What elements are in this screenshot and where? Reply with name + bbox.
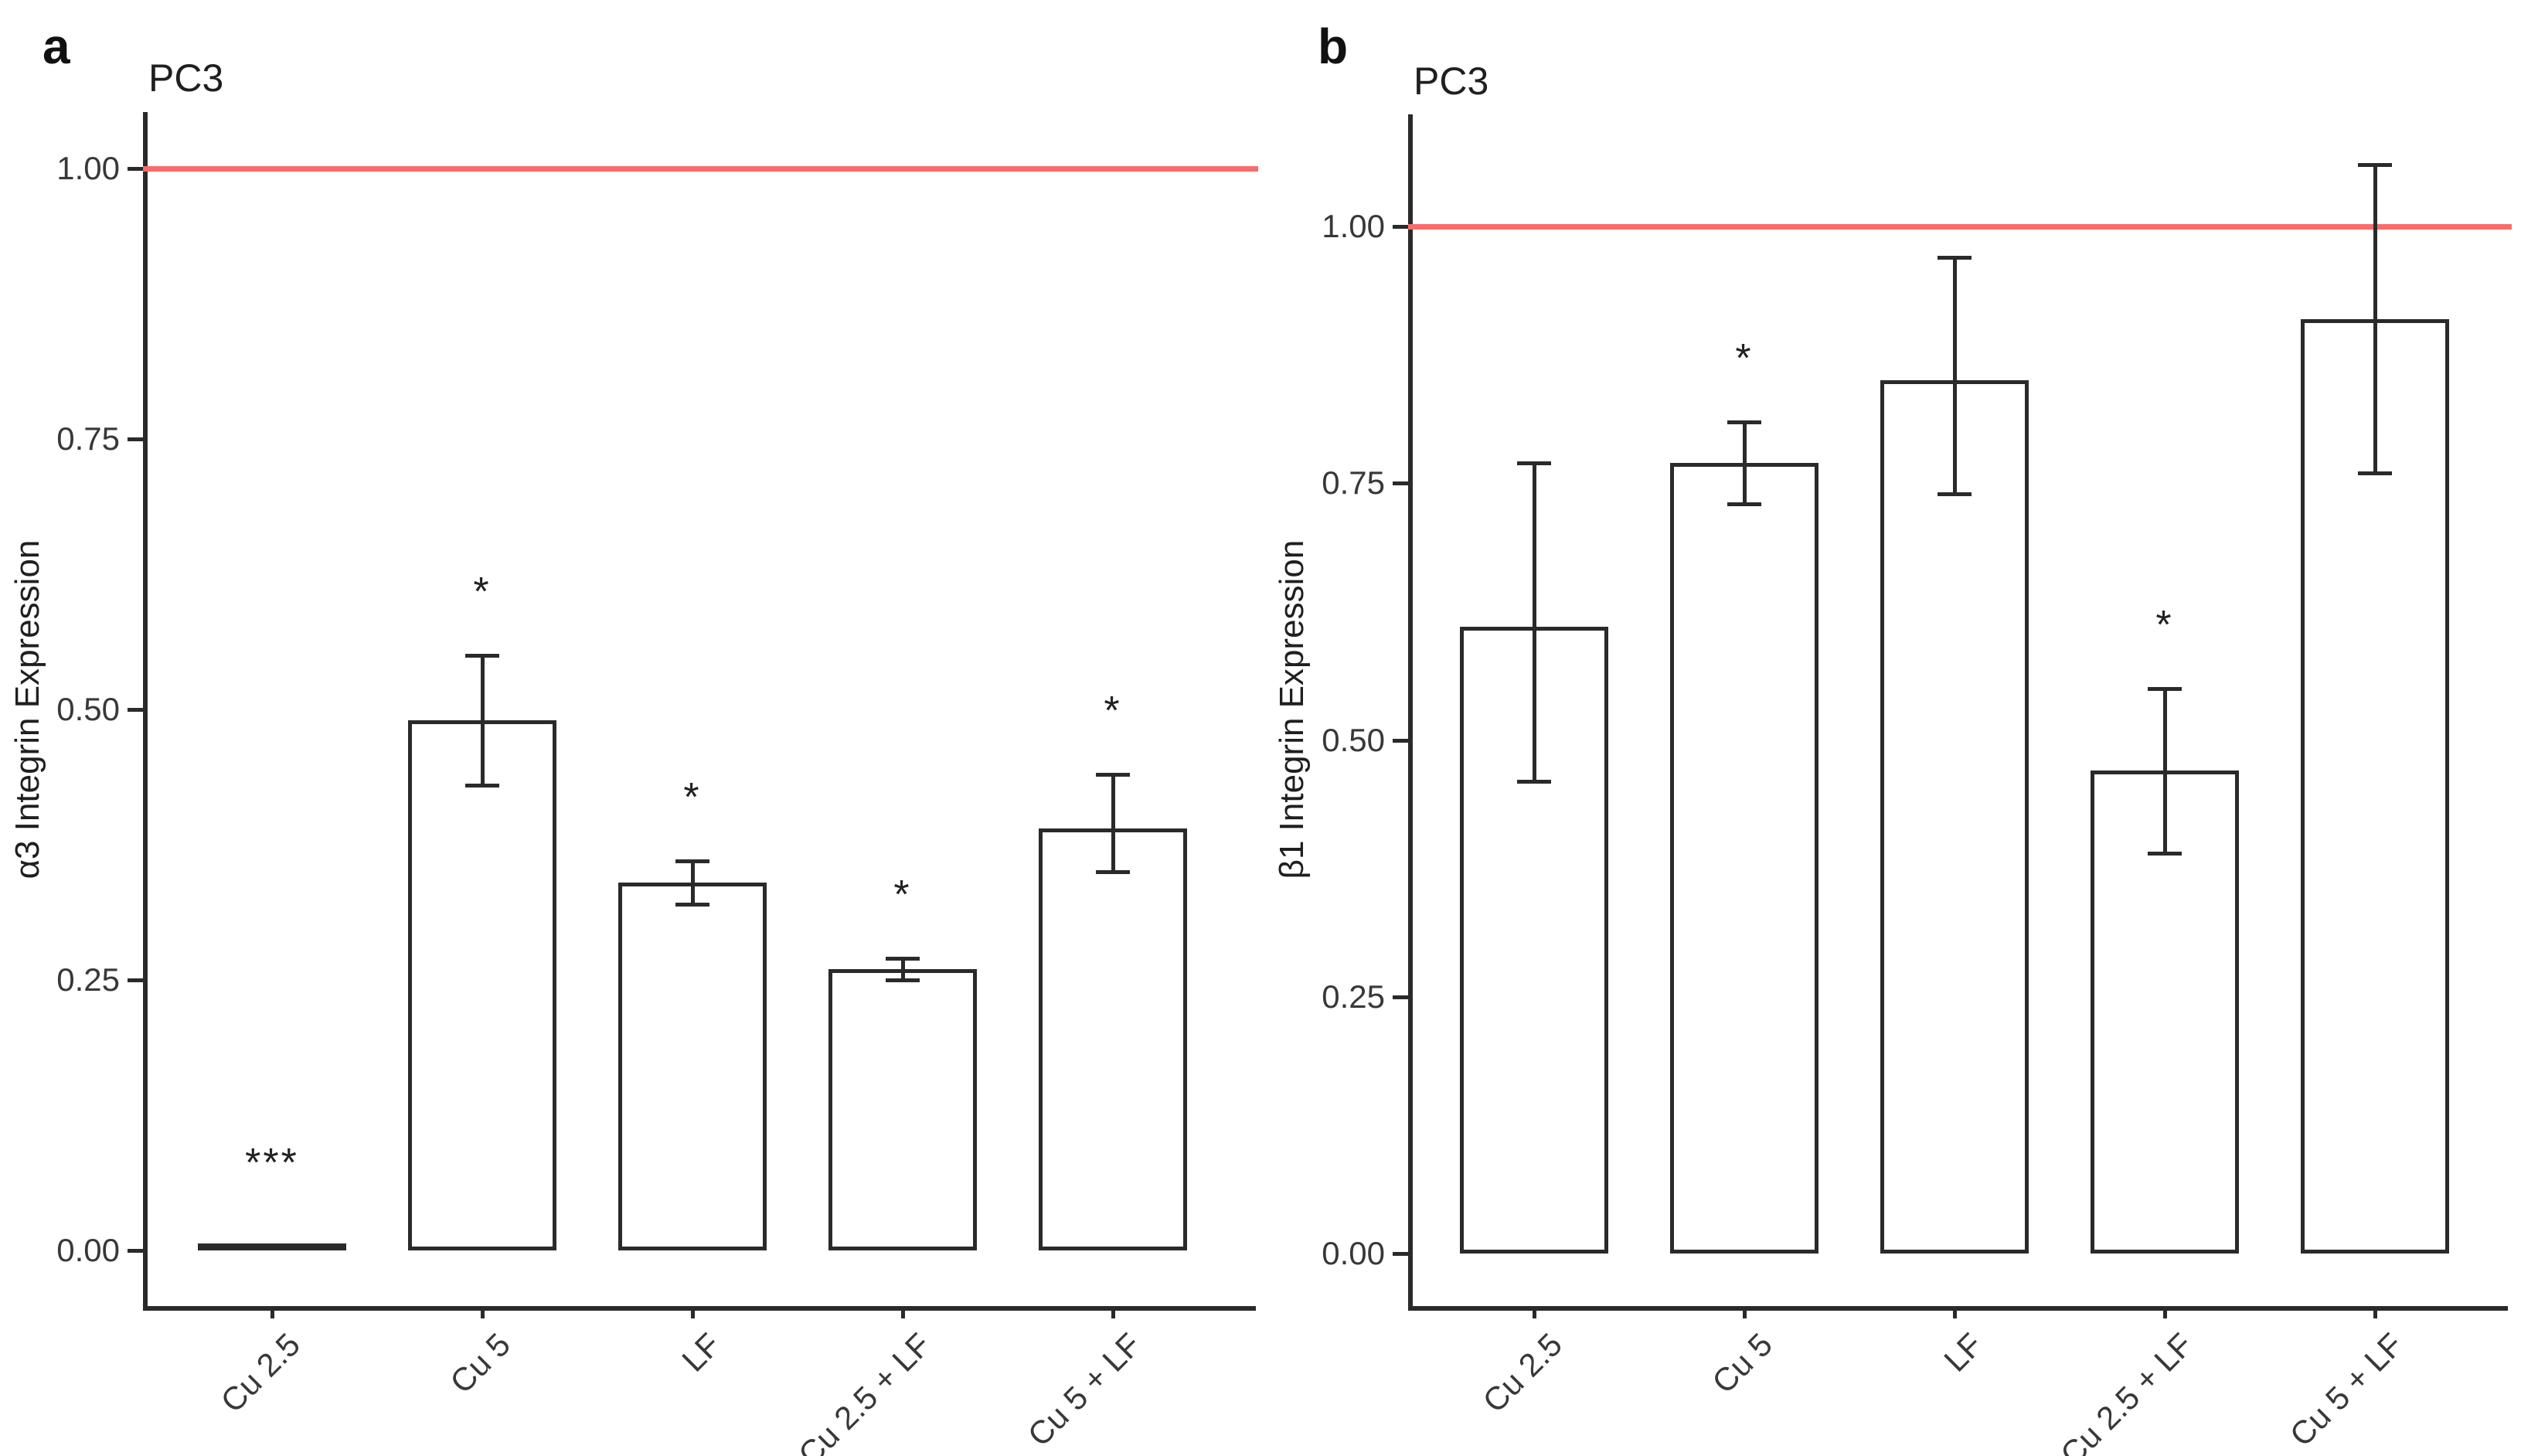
x-tick-label: Cu 2.5 — [1475, 1325, 1570, 1420]
y-tick-mark — [1393, 481, 1408, 486]
error-bar-cap-top — [2358, 163, 2392, 168]
error-bar-cap-bottom — [1938, 492, 1972, 496]
x-tick-mark — [1111, 1306, 1115, 1318]
bar — [618, 883, 767, 1250]
x-axis-line — [143, 1306, 1256, 1311]
significance-star: * — [893, 873, 912, 917]
error-bar-cap-bottom — [1727, 502, 1761, 506]
bar — [198, 1243, 346, 1250]
error-bar-cap-bottom — [465, 784, 499, 788]
error-bar — [1743, 421, 1747, 504]
significance-star: * — [1104, 689, 1122, 733]
x-tick-mark — [481, 1306, 485, 1318]
significance-star: * — [1735, 335, 1754, 381]
error-bar-cap-bottom — [2358, 471, 2392, 475]
significance-star: * — [683, 775, 702, 820]
x-tick-mark — [1743, 1306, 1747, 1318]
x-tick-mark — [691, 1306, 695, 1318]
reference-line — [1408, 224, 2512, 230]
y-axis-line — [1408, 114, 1413, 1306]
y-axis-line — [143, 112, 148, 1306]
x-tick-mark — [901, 1306, 905, 1318]
error-bar — [2163, 689, 2167, 853]
bar — [1670, 462, 1818, 1254]
panel-a-title: PC3 — [148, 56, 224, 100]
x-tick-mark — [1533, 1306, 1536, 1318]
error-bar-cap-top — [2148, 687, 2182, 692]
bar — [408, 720, 556, 1250]
error-bar — [2373, 165, 2377, 473]
x-axis-line — [1408, 1306, 2508, 1311]
y-tick-mark — [1393, 1252, 1408, 1256]
y-tick-mark — [128, 978, 143, 982]
y-tick-label: 0.25 — [1322, 978, 1385, 1015]
reference-line — [143, 166, 1258, 172]
y-tick-mark — [1393, 995, 1408, 999]
error-bar-cap-top — [1727, 420, 1761, 424]
bar — [1880, 380, 2029, 1254]
y-tick-label: 0.50 — [56, 691, 120, 727]
x-tick-mark — [2163, 1306, 2167, 1318]
y-tick-label: 1.00 — [56, 150, 120, 186]
significance-star: * — [473, 570, 492, 614]
panel-b-title: PC3 — [1414, 60, 1489, 103]
error-bar-cap-bottom — [2148, 851, 2182, 856]
x-tick-mark — [1953, 1306, 1957, 1318]
panel-a-letter: a — [43, 19, 70, 74]
y-tick-mark — [1393, 225, 1408, 229]
y-tick-mark — [128, 708, 143, 712]
error-bar — [901, 958, 905, 980]
y-tick-mark — [128, 167, 143, 171]
y-tick-label: 0.50 — [1322, 721, 1385, 758]
error-bar — [691, 861, 695, 904]
y-tick-label: 0.00 — [56, 1232, 120, 1268]
error-bar-cap-top — [1096, 773, 1130, 777]
error-bar — [481, 655, 485, 785]
error-bar-cap-bottom — [1517, 779, 1551, 784]
error-bar — [1111, 774, 1115, 872]
y-tick-label: 0.25 — [56, 961, 120, 998]
y-tick-mark — [128, 1249, 143, 1253]
panel-b-letter: b — [1318, 19, 1349, 74]
error-bar — [1953, 257, 1957, 494]
y-tick-mark — [128, 437, 143, 441]
panel-b-y-axis-label: β1 Integrin Expression — [1273, 539, 1311, 879]
x-tick-label: Cu 2.5 — [213, 1325, 308, 1420]
error-bar — [1533, 462, 1536, 781]
y-tick-label: 0.00 — [1322, 1235, 1385, 1271]
error-bar-cap-top — [886, 957, 920, 961]
error-bar-cap-top — [1517, 461, 1551, 465]
bar — [1039, 828, 1187, 1250]
error-bar-cap-top — [675, 859, 709, 863]
error-bar-cap-bottom — [675, 903, 709, 907]
error-bar-cap-bottom — [886, 978, 920, 982]
y-tick-label: 0.75 — [56, 420, 120, 457]
y-tick-label: 1.00 — [1322, 208, 1385, 244]
error-bar-cap-top — [1938, 255, 1972, 260]
x-tick-mark — [2373, 1306, 2377, 1318]
error-bar-cap-bottom — [1096, 870, 1130, 874]
y-tick-mark — [1393, 738, 1408, 743]
error-bar-cap-top — [465, 654, 499, 658]
y-tick-label: 0.75 — [1322, 464, 1385, 502]
significance-star: * — [2155, 603, 2174, 648]
significance-star: *** — [245, 1141, 299, 1186]
x-tick-mark — [270, 1306, 274, 1318]
bar — [828, 969, 977, 1250]
